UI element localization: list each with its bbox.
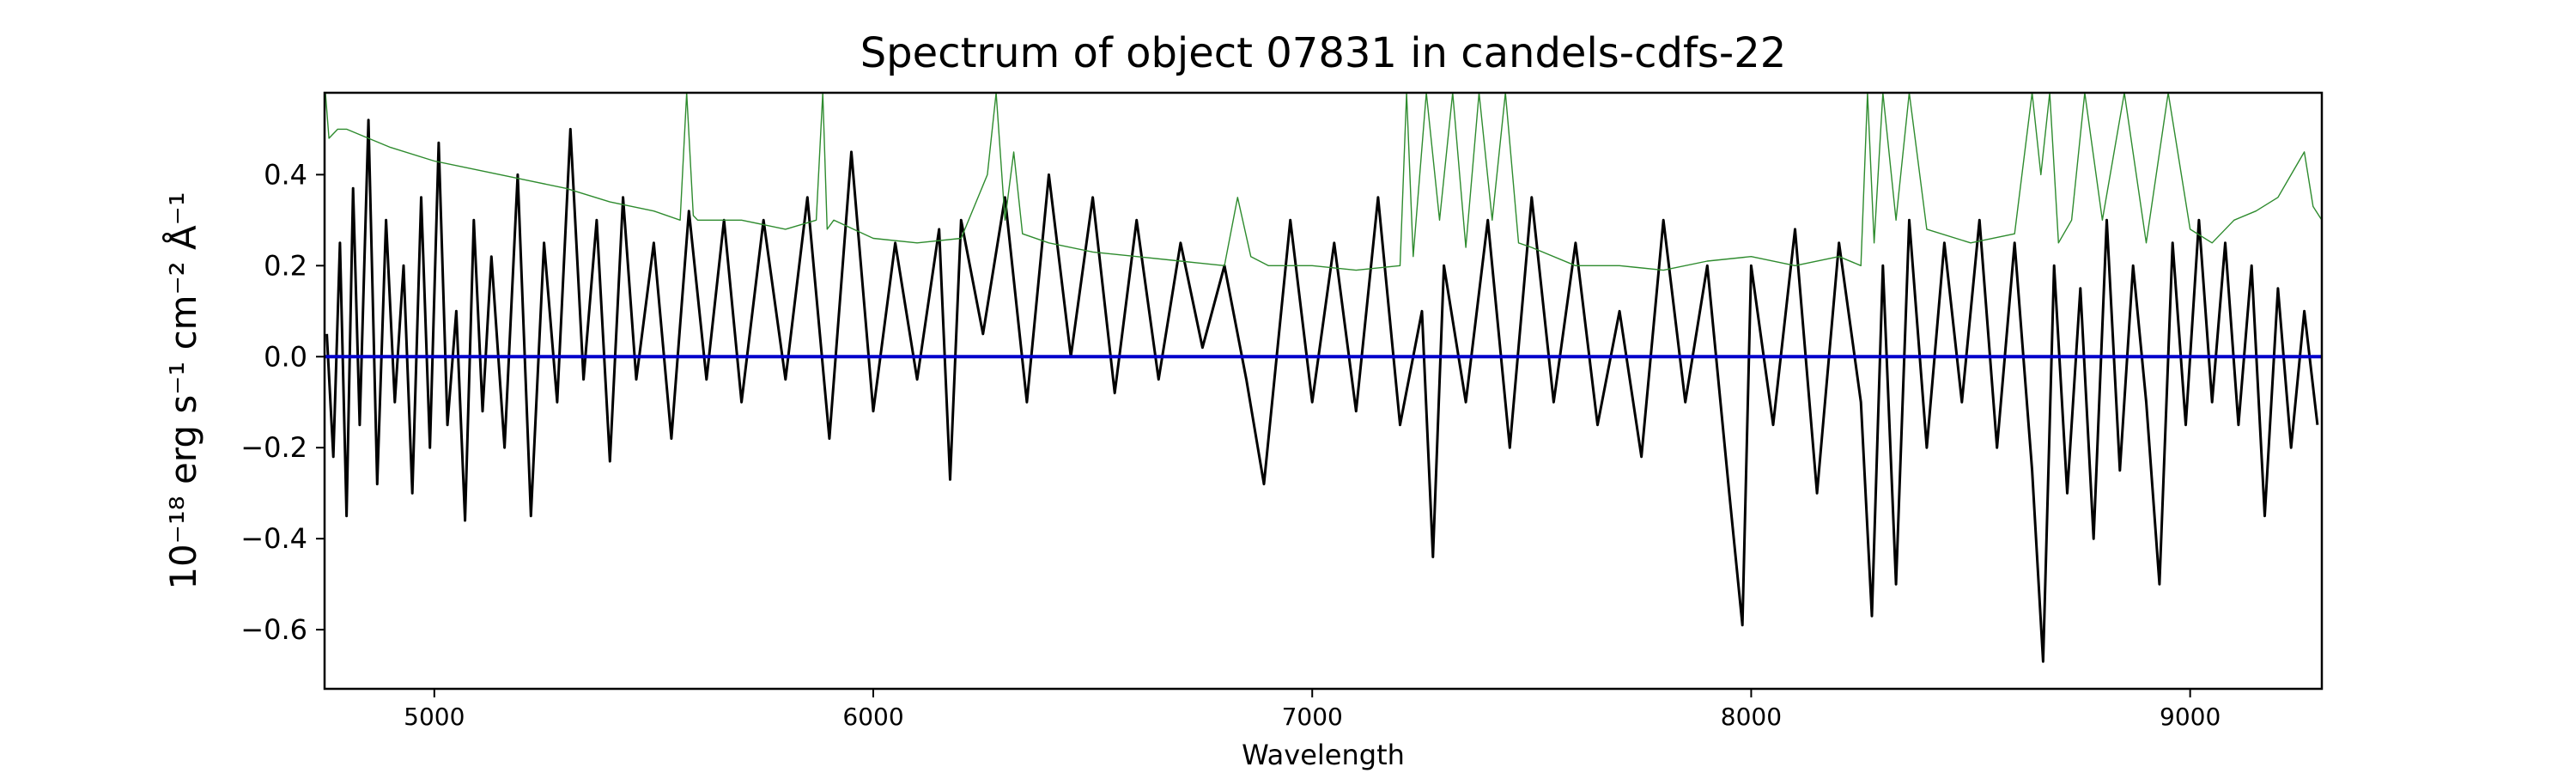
y-tick-label: 0.0 (264, 340, 307, 373)
x-tick-label: 7000 (1282, 703, 1343, 731)
y-tick-label: −0.4 (240, 522, 307, 555)
y-axis-label: 10⁻¹⁸ erg s⁻¹ cm⁻² Å⁻¹ (161, 192, 204, 589)
y-axis: −0.6 −0.4 −0.2 0.0 0.2 0.4 (240, 158, 325, 646)
x-tick-label: 9000 (2160, 703, 2221, 731)
y-tick-label: −0.2 (240, 431, 307, 464)
plot-frame (323, 91, 2324, 691)
x-tick-label: 8000 (1721, 703, 1782, 731)
x-axis-label: Wavelength (1242, 739, 1405, 771)
series-line-1 (325, 92, 2323, 271)
series-layer (325, 92, 2323, 663)
y-tick-label: 0.4 (264, 158, 307, 191)
chart-title: Spectrum of object 07831 in candels-cdfs… (860, 29, 1787, 77)
x-tick-label: 5000 (404, 703, 465, 731)
x-tick-label: 6000 (842, 703, 903, 731)
y-tick-label: 0.2 (264, 249, 307, 282)
series-line-0 (325, 119, 2319, 663)
y-tick-label: −0.6 (240, 613, 307, 646)
x-axis: 5000 6000 7000 8000 9000 (404, 689, 2221, 731)
